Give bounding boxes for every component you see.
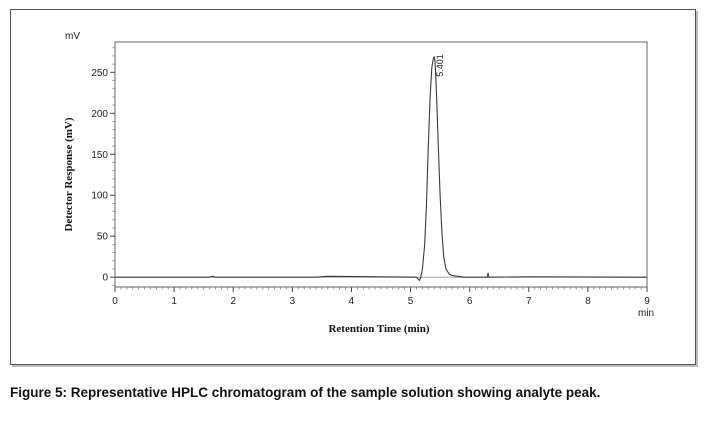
y-tick-label: 200 [91,109,108,120]
y-tick-label: 250 [91,68,108,79]
x-tick-label: 7 [526,296,532,307]
figure-caption: Figure 5: Representative HPLC chromatogr… [10,385,601,400]
x-tick-label: 4 [349,296,355,307]
x-tick-label: 8 [585,296,591,307]
x-unit-label: min [638,308,654,319]
peak-label: 5.401 [435,54,445,77]
y-axis-title: Detector Response (mV) [63,117,75,231]
x-axis-ticks: 0 1 2 3 4 5 6 7 8 9 [112,287,650,307]
x-tick-label: 9 [644,296,650,307]
y-tick-label: 150 [91,150,108,161]
x-tick-label: 5 [408,296,414,307]
x-axis-title: Retention Time (min) [328,323,429,335]
x-tick-label: 0 [112,296,118,307]
y-unit-label: mV [65,31,80,42]
x-tick-label: 6 [467,296,473,307]
chromatogram-trace [115,56,648,281]
x-tick-label: 3 [290,296,296,307]
plot-frame [114,41,648,288]
y-tick-label: 50 [97,232,109,243]
plot-border [114,41,648,288]
x-tick-label: 2 [230,296,236,307]
y-axis-ticks: 0 50 100 150 200 250 [91,47,115,286]
y-tick-label: 100 [91,191,108,202]
series-layer [115,56,648,281]
peak-layer: 5.401 [435,54,445,77]
x-tick-label: 1 [171,296,177,307]
y-tick-label: 0 [102,273,108,284]
